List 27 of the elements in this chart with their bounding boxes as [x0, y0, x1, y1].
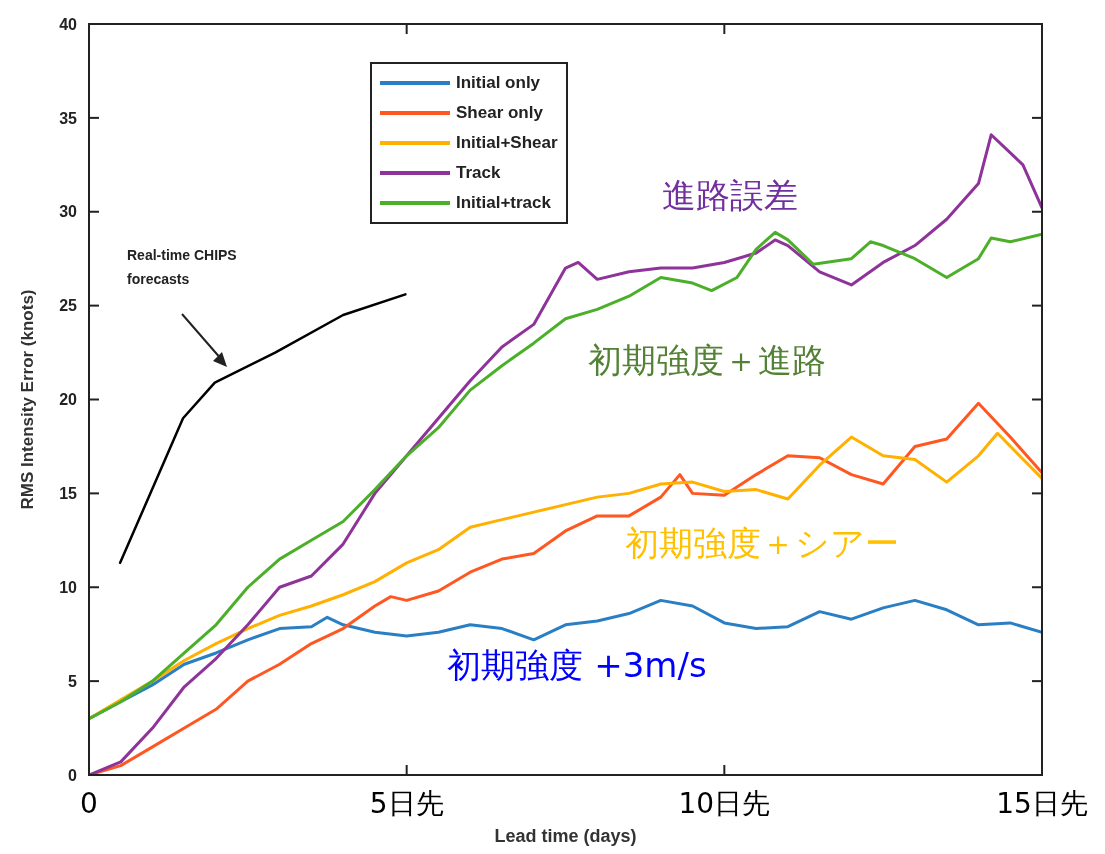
x-tick-label: 15日先: [996, 787, 1088, 820]
y-tick-label: 30: [59, 203, 78, 221]
y-tick-label: 5: [68, 672, 78, 690]
y-tick-label: 35: [59, 109, 78, 127]
y-tick-label: 15: [59, 485, 78, 503]
legend-label: Initial only: [456, 73, 541, 93]
x-tick-label: 5日先: [369, 787, 444, 820]
annotation: 初期強度＋進路: [588, 340, 826, 380]
line-series: [89, 230, 1042, 721]
y-tick-label: 25: [59, 297, 78, 315]
y-tick-label: 0: [68, 766, 78, 784]
legend-label: Shear only: [456, 103, 543, 123]
legend-label: Track: [456, 163, 501, 183]
y-tick-label: 20: [59, 391, 78, 409]
annotation: 進路誤差: [662, 175, 798, 215]
annotation: 初期強度 +3m/s: [447, 645, 707, 685]
line-series: [89, 133, 1042, 775]
y-tick-label: 40: [59, 15, 78, 33]
annotation: Real-time CHIPS forecasts: [127, 247, 237, 287]
x-axis-title: Lead time (days): [494, 826, 637, 846]
x-tick-label: 10日先: [678, 787, 771, 820]
y-tick-label: 10: [59, 578, 78, 596]
legend-label: Initial+track: [456, 193, 551, 213]
line-series: [118, 293, 407, 565]
legend-label: Initial+Shear: [456, 133, 558, 153]
y-axis-title: RMS Intensity Error (knots): [18, 289, 38, 510]
annotation: 初期強度＋シアー: [625, 523, 899, 563]
